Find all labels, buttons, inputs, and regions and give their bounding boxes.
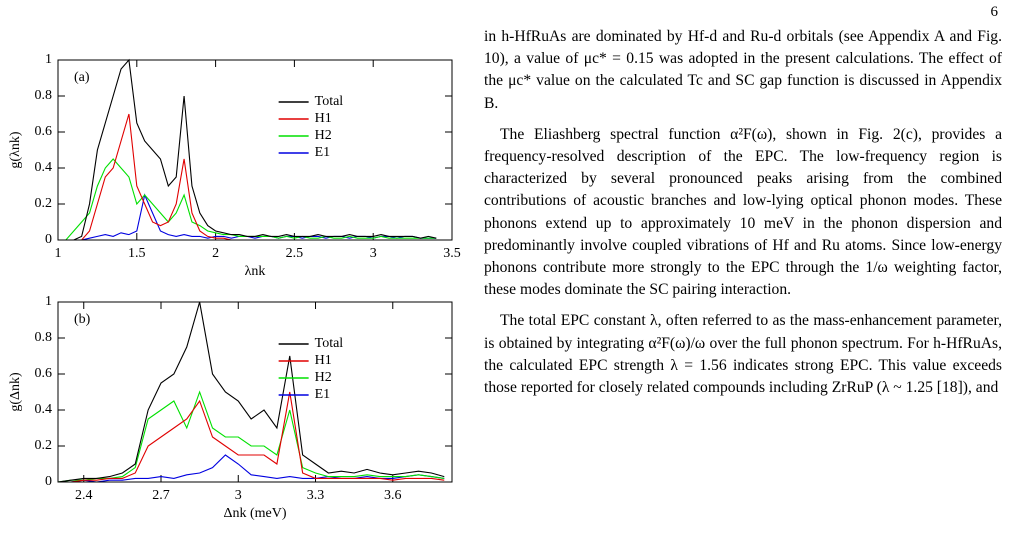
plot-frame — [57, 301, 453, 483]
x-tick-label: 2.7 — [152, 488, 170, 503]
x-tick-label: 2.4 — [75, 488, 93, 503]
x-axis-label: Δnk (meV) — [223, 506, 286, 521]
plot-frame — [57, 59, 453, 241]
x-axis-label: λnk — [245, 264, 266, 279]
page-number: 6 — [990, 4, 999, 20]
legend-label: Total — [315, 336, 344, 351]
y-axis-label: g(Δnk) — [8, 372, 23, 412]
y-tick-label: 0.6 — [35, 366, 53, 381]
x-tick-label: 2 — [212, 246, 219, 261]
x-tick-label: 1.5 — [128, 246, 146, 261]
x-tick-label: 3 — [370, 246, 377, 261]
y-axis-label: g(λnk) — [8, 131, 23, 168]
y-tick-label: 0.4 — [35, 160, 53, 175]
y-tick-label: 0.8 — [35, 330, 53, 345]
series-line — [58, 193, 437, 241]
legend-label: H1 — [315, 111, 332, 126]
paragraph: The Eliashberg spectral function α²F(ω),… — [484, 125, 1002, 299]
panel-label: (a) — [74, 70, 90, 85]
legend-label: H2 — [315, 128, 332, 143]
y-tick-label: 0.4 — [35, 402, 53, 417]
y-tick-label: 0.2 — [35, 438, 53, 453]
series-line — [58, 158, 437, 241]
x-tick-label: 3.3 — [307, 488, 325, 503]
y-tick-label: 0 — [45, 474, 52, 489]
x-tick-label: 3.5 — [443, 246, 461, 261]
y-tick-label: 0.6 — [35, 124, 53, 139]
x-tick-label: 1 — [55, 246, 62, 261]
x-tick-label: 3 — [235, 488, 242, 503]
y-tick-label: 0 — [45, 232, 52, 247]
figure: 0 0.2 0.4 0.6 0.8 1 1 1.5 2 2.5 3 3.5 λnk g(λnk) (a) To… — [8, 52, 461, 521]
y-tick-label: 0.2 — [35, 196, 53, 211]
y-tick-label: 1 — [45, 52, 52, 67]
series-line — [58, 58, 437, 241]
paragraph: The total EPC constant λ, often referred… — [484, 312, 1002, 397]
legend-label: H1 — [315, 353, 332, 368]
legend-label: E1 — [315, 387, 331, 402]
series-line — [57, 390, 445, 483]
x-tick-label: 2.5 — [286, 246, 304, 261]
series-line — [58, 113, 437, 241]
y-tick-label: 0.8 — [35, 88, 53, 103]
body-text: in h-HfRuAs are dominated by Hf-d and Ru… — [484, 26, 1002, 550]
legend-label: E1 — [315, 145, 331, 160]
series-line — [58, 391, 445, 483]
x-tick-label: 3.6 — [384, 488, 402, 503]
y-tick-label: 1 — [45, 294, 52, 309]
legend-label: H2 — [315, 370, 332, 385]
panel-label: (b) — [74, 312, 91, 327]
legend-label: Total — [315, 94, 344, 109]
paragraph: in h-HfRuAs are dominated by Hf-d and Ru… — [484, 28, 1002, 112]
series-line — [57, 301, 445, 483]
